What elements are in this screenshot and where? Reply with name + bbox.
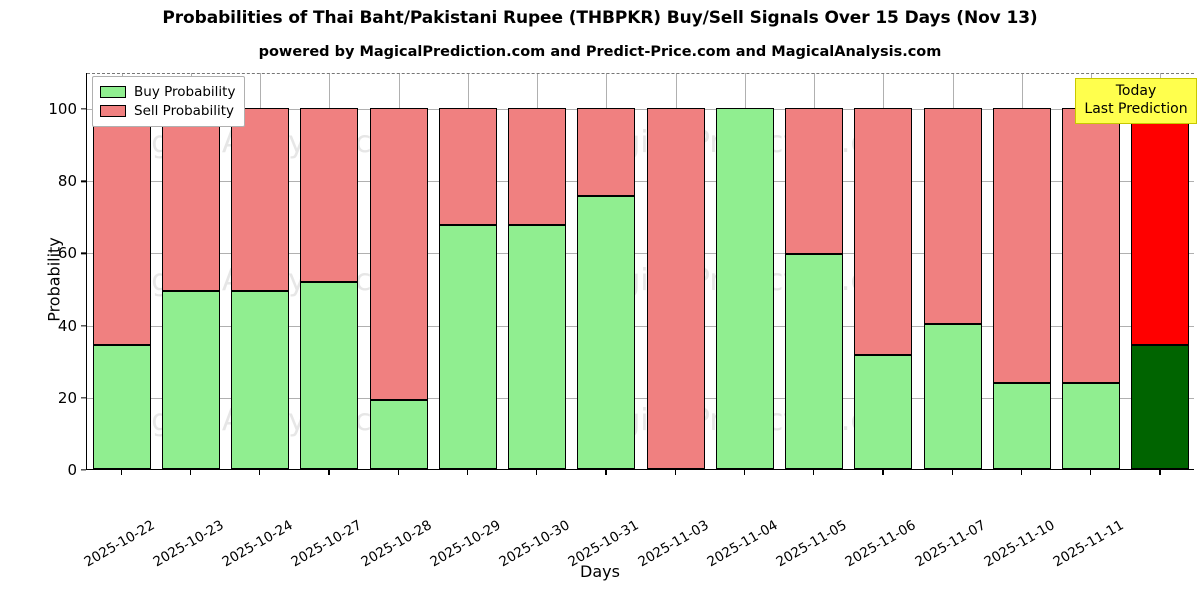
- bar[interactable]: [715, 73, 774, 469]
- x-axis-tick-mark: [397, 470, 399, 475]
- y-axis-tick-mark: [81, 469, 86, 471]
- x-axis-tick-mark: [328, 470, 330, 475]
- legend-label-buy: Buy Probability: [134, 83, 236, 100]
- bar-segment-buy[interactable]: [231, 291, 290, 469]
- bar[interactable]: [577, 73, 636, 469]
- x-axis-tick-mark: [536, 470, 538, 475]
- y-axis-ticks: 0 20 40 60 80 100: [0, 73, 86, 479]
- bar-segment-buy[interactable]: [508, 225, 567, 469]
- bar[interactable]: [923, 73, 982, 469]
- bar-segment-sell[interactable]: [1062, 108, 1121, 384]
- bar-segment-sell[interactable]: [508, 108, 567, 226]
- bar[interactable]: [92, 73, 151, 469]
- bar-segment-buy[interactable]: [300, 282, 359, 469]
- x-axis-label: Days: [580, 562, 620, 581]
- gridline-horizontal: [87, 325, 1194, 327]
- x-axis-tick-mark: [259, 470, 261, 475]
- bar-segment-sell[interactable]: [369, 108, 428, 400]
- x-axis-tick-mark: [189, 470, 192, 475]
- bar-segment-sell[interactable]: [992, 108, 1051, 384]
- y-axis-tick-label: 60: [57, 244, 77, 263]
- x-axis-tick-mark: [1159, 470, 1161, 475]
- bar[interactable]: [992, 73, 1051, 469]
- gridline-horizontal: [87, 109, 1194, 111]
- bar-segment-buy[interactable]: [1062, 383, 1121, 469]
- today-annotation: Today Last Prediction: [1075, 78, 1197, 124]
- bar-segment-buy[interactable]: [577, 196, 636, 469]
- y-axis-tick-mark: [81, 108, 86, 110]
- bar-segment-sell[interactable]: [577, 108, 636, 197]
- today-annotation-line1: Today: [1115, 83, 1157, 99]
- x-axis-tick-mark: [743, 470, 746, 475]
- reference-dashed-line: [87, 73, 1194, 74]
- legend-swatch-buy-icon: [100, 85, 126, 98]
- y-axis-tick-label: 80: [57, 172, 77, 191]
- legend-item-buy: Buy Probability: [100, 82, 235, 101]
- bar-segment-sell[interactable]: [438, 108, 497, 226]
- bar-segment-sell[interactable]: [854, 108, 913, 356]
- bar-segment-buy[interactable]: [161, 291, 220, 469]
- bar-segment-buy[interactable]: [854, 355, 913, 469]
- bar-segment-sell[interactable]: [1131, 108, 1190, 345]
- x-axis-tick-mark: [1090, 470, 1092, 475]
- y-axis-tick-label: 20: [57, 388, 77, 407]
- y-axis-tick-label: 0: [67, 461, 77, 479]
- bar-today[interactable]: [1131, 73, 1190, 469]
- x-axis-tick-mark: [1020, 470, 1023, 475]
- bar-segment-buy[interactable]: [923, 323, 982, 469]
- today-annotation-line2: Last Prediction: [1084, 100, 1188, 117]
- y-axis-tick-label: 100: [48, 100, 77, 119]
- chart-subtitle: powered by MagicalPrediction.com and Pre…: [258, 44, 942, 60]
- x-axis-tick-mark: [951, 470, 953, 475]
- y-axis-tick-mark: [81, 324, 86, 327]
- bar[interactable]: [854, 73, 913, 469]
- y-axis-tick-mark: [81, 252, 86, 255]
- y-axis-tick-mark: [81, 180, 86, 182]
- bar-segment-sell[interactable]: [300, 108, 359, 283]
- plot-inner: MagicalAnalysis.comMagicalPrediction.com…: [87, 73, 1194, 469]
- x-axis-tick-mark: [813, 470, 815, 475]
- bar[interactable]: [369, 73, 428, 469]
- gridline-horizontal: [87, 397, 1194, 399]
- bar-segment-sell[interactable]: [923, 108, 982, 324]
- bar-segment-buy[interactable]: [785, 253, 844, 469]
- x-axis-tick-mark: [882, 470, 884, 475]
- bar-segment-sell[interactable]: [646, 108, 705, 469]
- bar[interactable]: [300, 73, 359, 469]
- bar-segment-buy[interactable]: [438, 225, 497, 469]
- legend-swatch-sell-icon: [100, 104, 126, 117]
- gridline-horizontal: [87, 253, 1194, 255]
- bar[interactable]: [161, 73, 220, 469]
- bar[interactable]: [508, 73, 567, 469]
- y-axis-tick-mark: [81, 397, 86, 399]
- plot-area: MagicalAnalysis.comMagicalPrediction.com…: [86, 73, 1194, 470]
- x-axis-tick-mark: [120, 470, 122, 475]
- bar-segment-buy[interactable]: [369, 399, 428, 469]
- x-axis-tick-mark: [674, 470, 676, 475]
- bar[interactable]: [231, 73, 290, 469]
- x-axis-tick-mark: [605, 470, 607, 475]
- bar[interactable]: [438, 73, 497, 469]
- chart-title: Probabilities of Thai Baht/Pakistani Rup…: [162, 8, 1038, 28]
- bar-segment-sell[interactable]: [161, 108, 220, 292]
- bar[interactable]: [646, 73, 705, 469]
- chart-legend: Buy Probability Sell Probability: [92, 76, 246, 127]
- x-axis-tick-mark: [466, 470, 469, 475]
- legend-label-sell: Sell Probability: [134, 102, 235, 119]
- bar[interactable]: [1062, 73, 1121, 469]
- bar[interactable]: [785, 73, 844, 469]
- bar-segment-sell[interactable]: [785, 108, 844, 254]
- legend-item-sell: Sell Probability: [100, 101, 235, 120]
- bar-segment-buy[interactable]: [92, 344, 151, 469]
- bar-segment-sell[interactable]: [231, 108, 290, 292]
- bar-segment-sell[interactable]: [92, 108, 151, 345]
- bar-segment-buy[interactable]: [1131, 344, 1190, 469]
- bar-segment-buy[interactable]: [992, 383, 1051, 469]
- gridline-horizontal: [87, 181, 1194, 183]
- y-axis-tick-label: 40: [57, 316, 77, 335]
- bar-segment-buy[interactable]: [715, 108, 774, 469]
